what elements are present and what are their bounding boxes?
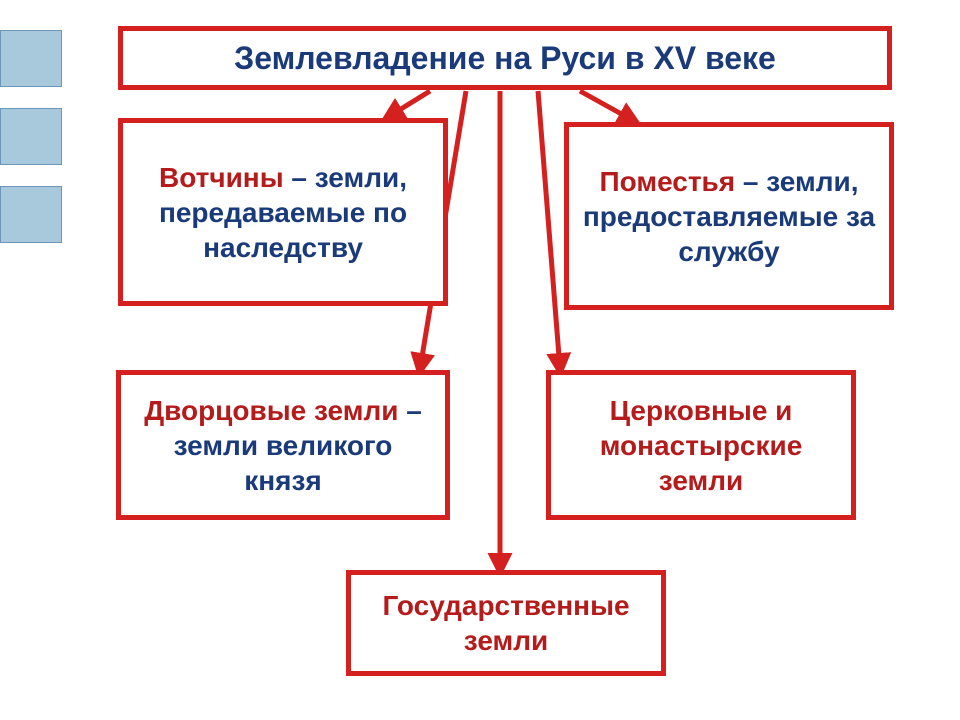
term-text: Церковные и монастырские земли: [600, 395, 803, 496]
node-gosudarstvennye: Государственные земли: [346, 570, 666, 676]
node-dvortsovye: Дворцовые земли – земли великого князя: [116, 370, 450, 520]
node-votchiny: Вотчины – земли, передаваемые по наследс…: [118, 118, 448, 306]
node-text: Церковные и монастырские земли: [561, 393, 841, 498]
title-text: Землевладение на Руси в XV веке: [234, 38, 776, 78]
node-tserkovnye: Церковные и монастырские земли: [546, 370, 856, 520]
slide-tab: [0, 186, 62, 243]
term-text: Вотчины: [159, 162, 284, 193]
node-pomestya: Поместья – земли, предоставляемые за слу…: [564, 122, 894, 310]
term-text: Государственные земли: [382, 590, 629, 656]
node-text: Государственные земли: [361, 588, 651, 658]
diagram-title: Землевладение на Руси в XV веке: [118, 26, 892, 90]
node-text: Дворцовые земли – земли великого князя: [131, 393, 435, 498]
slide-tab: [0, 108, 62, 165]
node-text: Поместья – земли, предоставляемые за слу…: [579, 164, 879, 269]
diagram-canvas: Землевладение на Руси в XV веке Вотчины …: [0, 0, 960, 720]
slide-tab: [0, 30, 62, 87]
node-text: Вотчины – земли, передаваемые по наследс…: [133, 160, 433, 265]
term-text: Поместья: [600, 166, 736, 197]
term-text: Дворцовые земли: [144, 395, 398, 426]
